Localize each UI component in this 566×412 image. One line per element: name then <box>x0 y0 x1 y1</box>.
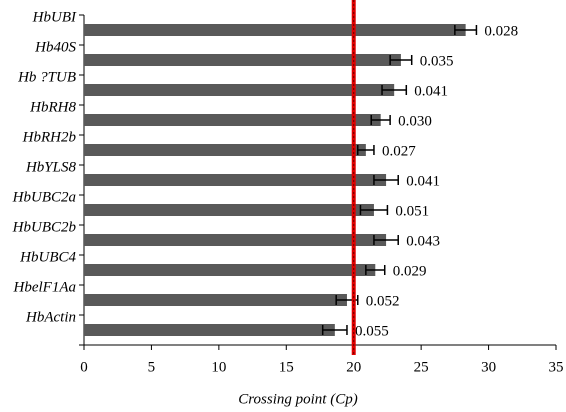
bar <box>84 234 387 246</box>
annotation: 0.035 <box>420 53 454 69</box>
error-bar <box>365 265 386 275</box>
bar <box>84 144 366 156</box>
error-bar <box>373 235 399 245</box>
annotation: 0.030 <box>398 113 432 129</box>
x-tick-label: 25 <box>414 359 429 375</box>
category-label: HbUBC4 <box>19 249 76 265</box>
bar <box>84 84 395 96</box>
x-tick-label: 15 <box>279 359 294 375</box>
error-bar <box>454 25 478 35</box>
category-label: HbUBC2a <box>12 189 76 205</box>
annotation: 0.041 <box>414 83 448 99</box>
error-bar <box>389 55 413 65</box>
category-label: HbActin <box>25 309 76 325</box>
annotation: 0.043 <box>406 233 440 249</box>
bar <box>84 114 381 126</box>
annotation: 0.052 <box>366 293 400 309</box>
bar <box>84 174 387 186</box>
category-label: Hb ?TUB <box>17 69 76 85</box>
bar <box>84 264 376 276</box>
bar <box>84 54 401 66</box>
error-bar <box>321 325 348 335</box>
error-bar <box>370 115 391 125</box>
x-tick-label: 35 <box>549 359 564 375</box>
x-tick-label: 5 <box>148 359 156 375</box>
annotation: 0.051 <box>395 203 429 219</box>
error-bar <box>381 85 408 95</box>
annotation: 0.055 <box>355 323 389 339</box>
category-label: HbUBI <box>32 9 77 25</box>
bar <box>84 204 374 216</box>
annotation: 0.027 <box>382 143 416 159</box>
x-tick-label: 0 <box>80 359 88 375</box>
bar <box>84 24 466 36</box>
error-bar <box>357 145 375 155</box>
category-label: HbYLS8 <box>25 159 77 175</box>
annotation: 0.029 <box>393 263 427 279</box>
annotation: 0.041 <box>406 173 440 189</box>
x-tick-label: 10 <box>211 359 226 375</box>
category-label: Hb40S <box>34 39 76 55</box>
category-label: HbRH2b <box>22 129 77 145</box>
category-label: HbelF1Aa <box>13 279 76 295</box>
bar <box>84 294 347 306</box>
error-bar <box>359 205 389 215</box>
bar <box>84 324 335 336</box>
x-tick-label: 30 <box>481 359 496 375</box>
category-label: HbRH8 <box>29 99 76 115</box>
error-bar <box>373 175 399 185</box>
x-tick-label: 20 <box>346 359 361 375</box>
category-label: HbUBC2b <box>12 219 77 235</box>
annotation: 0.028 <box>484 23 518 39</box>
x-axis-title: Crossing point (Cp) <box>238 391 357 407</box>
